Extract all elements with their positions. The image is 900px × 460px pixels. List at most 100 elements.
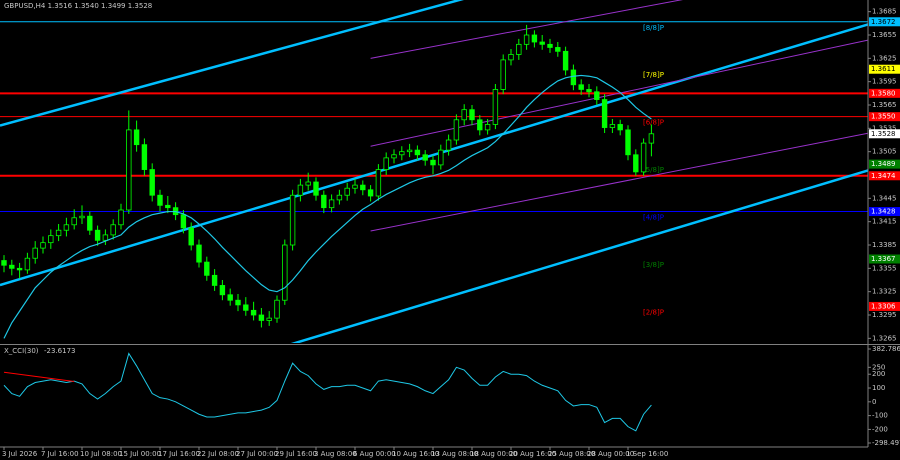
x-tick-label: 15 Jul 00:00: [119, 450, 161, 458]
candle-body: [633, 154, 639, 173]
y-tick-label: 1.3325: [872, 288, 897, 296]
level-label: [3/8]P: [643, 261, 664, 269]
candle-body: [531, 34, 538, 43]
price-tag-label: 1.3428: [871, 208, 896, 216]
candle-body: [352, 184, 358, 189]
candle-body: [219, 285, 226, 296]
candle-body: [24, 257, 31, 271]
price-tag: [869, 17, 900, 27]
candle-body: [313, 181, 319, 196]
price-tag: [869, 254, 900, 264]
candle-body: [360, 184, 366, 191]
candle-body: [570, 69, 577, 86]
candle-body: [297, 184, 304, 196]
candle-body: [516, 43, 522, 55]
candle-body: [391, 154, 397, 159]
trend-line: [0, 0, 464, 127]
cci-tick-label: -298.497: [872, 439, 900, 447]
y-tick-label: 1.3295: [872, 311, 897, 319]
candle-body: [250, 309, 257, 316]
x-tick-label: 27 Jul 00:00: [236, 450, 278, 458]
candle-body: [235, 299, 241, 306]
candle-body: [594, 91, 600, 100]
chart-title: GBPUSD,H4 1.3516 1.3540 1.3499 1.3528: [4, 2, 152, 10]
candle-body: [586, 89, 592, 93]
candle-body: [422, 154, 428, 161]
candle-body: [640, 142, 647, 173]
candle-body: [484, 124, 491, 131]
x-tick-label: 13 Aug 08:00: [431, 450, 478, 458]
candle-body: [367, 189, 374, 197]
y-tick-label: 1.3355: [872, 264, 897, 272]
x-tick-label: 10 Aug 16:00: [392, 450, 439, 458]
candle-body: [118, 209, 124, 226]
candle-body: [94, 229, 101, 241]
candle-body: [438, 149, 444, 166]
y-tick-label: 1.3505: [872, 148, 897, 156]
candle-body: [266, 317, 272, 321]
cci-plot: [3, 352, 652, 432]
level-label: [6/8]P: [643, 119, 664, 127]
price-tag-label: 1.3580: [871, 89, 896, 97]
candle-body: [321, 194, 327, 209]
price-tag: [869, 301, 900, 311]
cci-tick-label: -100: [872, 412, 888, 420]
y-tick-label: 1.3595: [872, 78, 897, 86]
candle-body: [601, 99, 608, 128]
level-label: [2/8]P: [643, 308, 664, 316]
candle-body: [414, 149, 421, 156]
x-tick-label: 22 Jul 08:00: [197, 450, 239, 458]
level-label: [7/8]P: [643, 71, 664, 79]
y-tick-label: 1.3655: [872, 31, 897, 39]
x-tick-label: 29 Jul 16:00: [275, 450, 317, 458]
y-tick-label: 1.3535: [872, 124, 897, 132]
candle-body: [71, 217, 77, 226]
y-tick-label: 1.3625: [872, 54, 897, 62]
y-tick-label: 1.3385: [872, 241, 897, 249]
candle-body: [165, 204, 171, 209]
trend-line: [370, 39, 868, 147]
level-label: [8/8]P: [643, 24, 664, 32]
candle-body: [328, 199, 335, 209]
candle-body: [492, 89, 499, 125]
candle-body: [430, 159, 436, 166]
price-tag: [869, 171, 900, 181]
candle-body: [453, 119, 460, 141]
price-tag-label: 1.3550: [871, 113, 896, 121]
current-price-tag: [869, 129, 900, 139]
level-label: [5/8]P: [643, 166, 664, 174]
indicator-name: X_CCI(30): [4, 347, 39, 355]
candle-body: [648, 133, 655, 144]
trend-line: [290, 169, 868, 343]
y-tick-label: 1.3565: [872, 101, 897, 109]
price-tag: [869, 159, 900, 169]
cci-line: [3, 352, 652, 432]
x-tick-label: 25 Aug 08:00: [548, 450, 595, 458]
candle-body: [40, 242, 46, 249]
y-tick-label: 1.3445: [872, 194, 897, 202]
candle-body: [375, 169, 382, 197]
price-tag-label: 1.3306: [871, 302, 896, 310]
candle-body: [282, 244, 288, 301]
candle-body: [305, 181, 311, 186]
candle-body: [461, 109, 467, 121]
candle-body: [399, 151, 405, 156]
candle-body: [445, 139, 452, 151]
price-tag-label: 1.3474: [871, 172, 896, 180]
price-tag: [869, 64, 900, 74]
candle-body: [383, 157, 389, 170]
candle-body: [188, 227, 194, 246]
x-tick-label: 3 Jul 2026: [2, 450, 38, 458]
candle-body: [110, 224, 116, 236]
price-tag: [869, 88, 900, 98]
y-tick-label: 1.3265: [872, 334, 897, 342]
candle-body: [133, 129, 140, 146]
price-tag-label: 1.3367: [871, 255, 896, 263]
cci-tick-label: 100: [872, 384, 885, 392]
x-tick-label: 6 Aug 00:00: [353, 450, 396, 458]
x-tick-label: 17 Jul 16:00: [158, 450, 200, 458]
price-tag: [869, 207, 900, 217]
candle-body: [157, 194, 163, 206]
current-price-label: 1.3528: [871, 130, 896, 138]
